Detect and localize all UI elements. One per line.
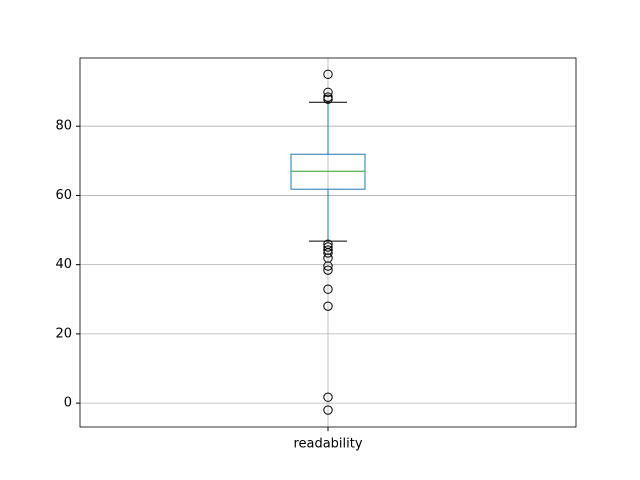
y-tick-label: 40: [55, 257, 72, 272]
plot-frame: [79, 57, 577, 428]
flier: [323, 265, 333, 275]
y-tick-label: 0: [64, 396, 72, 411]
flier: [323, 248, 333, 258]
y-tick-label: 80: [55, 119, 72, 134]
flier: [323, 94, 333, 104]
flier: [323, 69, 333, 79]
flier: [323, 284, 333, 294]
flier: [323, 242, 333, 252]
box: [290, 153, 366, 190]
y-tick-label: 20: [55, 326, 72, 341]
flier: [323, 392, 333, 402]
flier: [323, 301, 333, 311]
y-tick-label: 60: [55, 188, 72, 203]
flier: [323, 261, 333, 271]
flier: [323, 405, 333, 415]
flier: [323, 87, 333, 97]
x-tick-label: readability: [293, 437, 362, 452]
